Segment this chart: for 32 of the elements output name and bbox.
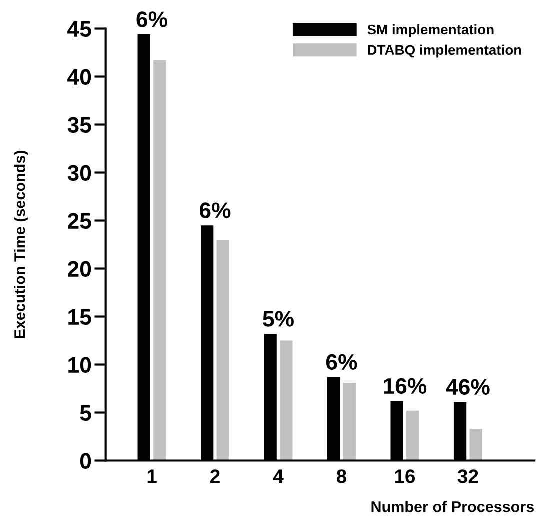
x-tick-label: 4	[273, 470, 284, 484]
x-tick-label: 8	[336, 470, 347, 484]
y-tick-label: 40	[68, 69, 92, 86]
bar	[280, 340, 293, 461]
legend-label: DTABQ implementation	[368, 44, 522, 58]
annotation: 5%	[263, 311, 294, 327]
y-tick-label: 20	[68, 261, 92, 278]
y-tick-label: 0	[80, 453, 92, 470]
y-tick-label: 35	[68, 117, 92, 134]
y-tick-label: 15	[68, 310, 92, 326]
annotation: 6%	[200, 202, 231, 218]
y-axis-title: Execution Time (seconds)	[14, 150, 28, 338]
bar	[406, 410, 420, 461]
bar	[343, 383, 356, 461]
x-tick-label: 1	[148, 470, 157, 484]
y-tick-label: 5	[80, 406, 92, 422]
annotation: 6%	[326, 354, 358, 370]
bar	[216, 240, 230, 461]
annotation: 6%	[136, 12, 168, 28]
bar	[470, 429, 482, 461]
y-tick-label: 45	[68, 22, 92, 38]
y-tick-label: 10	[68, 357, 92, 374]
bar	[154, 60, 166, 461]
x-tick-label: 32	[458, 470, 478, 484]
y-tick-label: 25	[68, 213, 92, 230]
x-tick-label: 16	[395, 470, 416, 484]
x-tick-label: 2	[210, 470, 220, 484]
annotation: 16%	[384, 378, 427, 394]
annotation: 46%	[446, 379, 490, 396]
x-axis-title: Number of Processors	[372, 501, 534, 512]
y-tick-label: 30	[68, 165, 92, 182]
legend-label: SM implementation	[368, 24, 494, 38]
